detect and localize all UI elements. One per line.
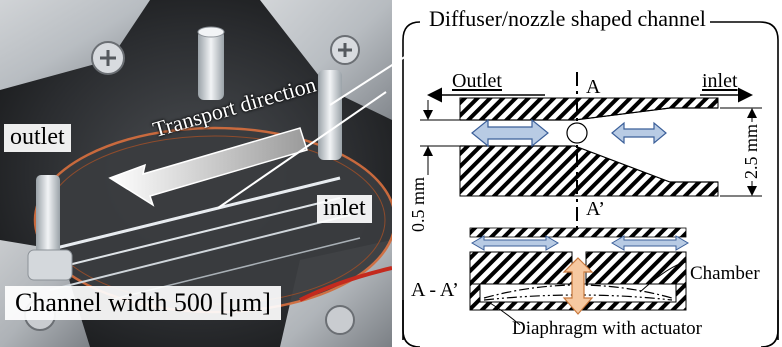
- dimension-2-5mm: 2.5 mm: [741, 121, 762, 181]
- flow-arrow-right: [611, 121, 667, 145]
- section-flow-arrow-right: [611, 235, 689, 251]
- diagram-frame: [402, 21, 779, 340]
- diaphragm-label: Diaphragm with actuator: [512, 318, 702, 339]
- diagram-inlet-label: inlet: [702, 70, 738, 92]
- dimension-0-5mm: 0.5 mm: [408, 174, 429, 234]
- flow-arrow-left: [471, 118, 549, 148]
- section-top-plate: [469, 227, 687, 238]
- actuator-arrow: [562, 257, 594, 315]
- section-label-a-prime: A’: [586, 198, 605, 220]
- callout-line-top: [329, 41, 429, 106]
- section-marker-circle: [566, 122, 588, 144]
- channel-width-label: Channel width 500 [μm]: [5, 286, 281, 320]
- callout-line-bottom: [217, 91, 387, 209]
- section-title: A - A’: [411, 279, 459, 301]
- inlet-label: inlet: [317, 195, 372, 223]
- outlet-label: outlet: [4, 124, 71, 152]
- section-label-a: A: [586, 76, 601, 98]
- section-flow-arrow-left: [471, 235, 559, 251]
- chamber-leader: [639, 261, 687, 293]
- diagram-outlet-label: Outlet: [452, 70, 502, 92]
- chamber-label: Chamber: [690, 263, 760, 284]
- section-block-left: [469, 251, 573, 285]
- diaphragm-leader: [489, 302, 521, 326]
- device-photo: [0, 0, 392, 347]
- diagram-title: Diffuser/nozzle shaped channel: [425, 6, 710, 32]
